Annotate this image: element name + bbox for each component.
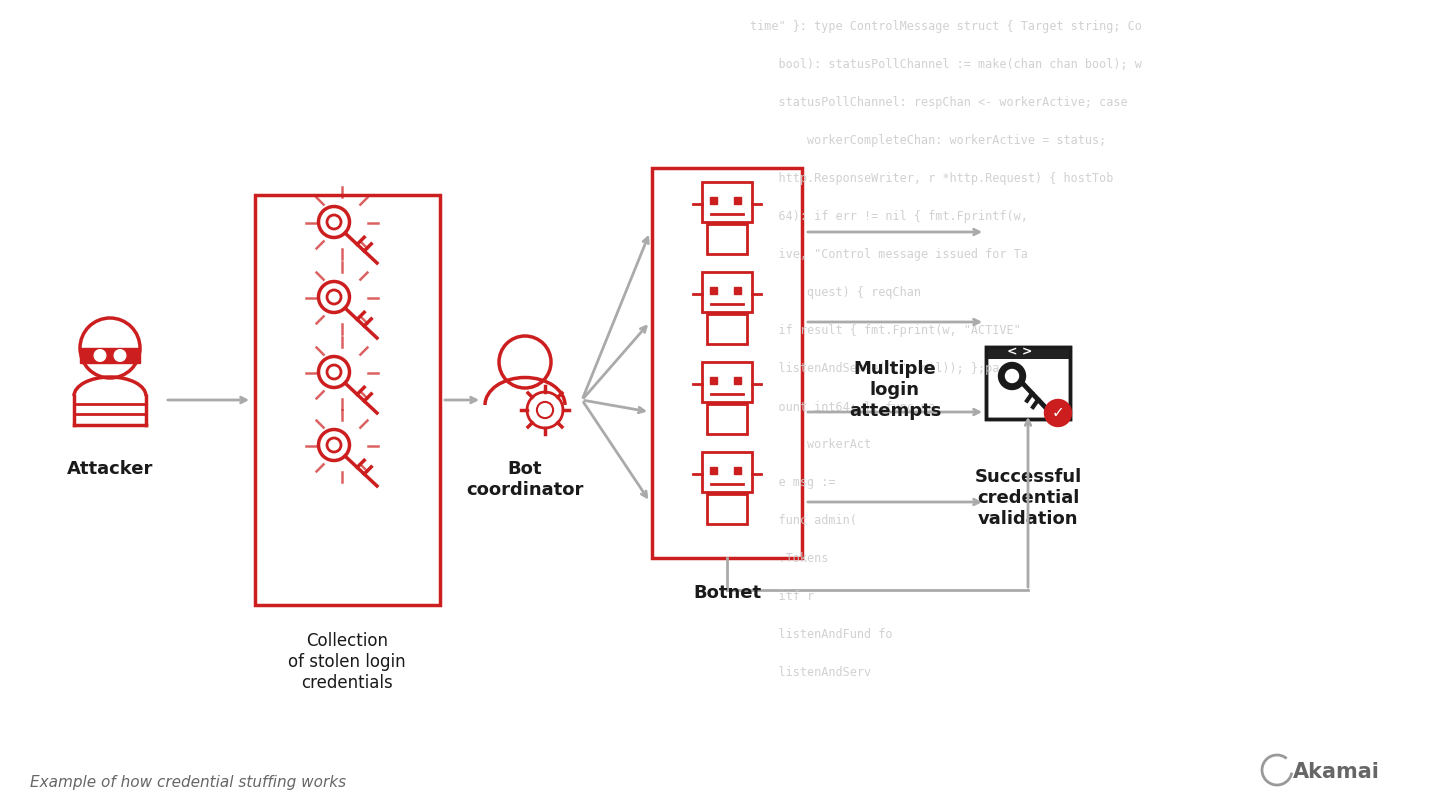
Text: itf r: itf r <box>750 590 814 603</box>
Text: statusPollChannel: respChan <- workerActive; case: statusPollChannel: respChan <- workerAct… <box>750 96 1128 109</box>
FancyBboxPatch shape <box>707 224 747 254</box>
Circle shape <box>1005 369 1018 382</box>
Text: e msg :=: e msg := <box>750 476 835 489</box>
FancyBboxPatch shape <box>710 197 717 204</box>
FancyBboxPatch shape <box>703 452 752 492</box>
Circle shape <box>1044 399 1071 427</box>
Text: if result { fmt.Fprint(w, "ACTIVE": if result { fmt.Fprint(w, "ACTIVE" <box>750 324 1021 337</box>
Circle shape <box>998 363 1025 390</box>
Text: Bot
coordinator: Bot coordinator <box>467 460 583 499</box>
Text: quest) { reqChan: quest) { reqChan <box>750 286 922 299</box>
FancyBboxPatch shape <box>734 467 742 474</box>
Text: ive, "Control message issued for Ta: ive, "Control message issued for Ta <box>750 248 1028 261</box>
FancyBboxPatch shape <box>703 272 752 312</box>
FancyBboxPatch shape <box>707 314 747 344</box>
Text: ✓: ✓ <box>1051 406 1064 420</box>
Text: http.ResponseWriter, r *http.Request) { hostTob: http.ResponseWriter, r *http.Request) { … <box>750 172 1113 185</box>
FancyBboxPatch shape <box>707 404 747 434</box>
FancyBboxPatch shape <box>986 347 1070 419</box>
Text: Akamai: Akamai <box>1293 762 1380 782</box>
FancyBboxPatch shape <box>734 197 742 204</box>
Text: bool): statusPollChannel := make(chan chan bool); w: bool): statusPollChannel := make(chan ch… <box>750 58 1142 71</box>
Circle shape <box>94 350 105 361</box>
Text: Collection
of stolen login
credentials: Collection of stolen login credentials <box>288 632 406 692</box>
Text: .Tokens: .Tokens <box>750 552 828 565</box>
FancyBboxPatch shape <box>710 467 717 474</box>
Text: Example of how credential stuffing works: Example of how credential stuffing works <box>30 774 346 790</box>
Text: Multiple
login
attempts: Multiple login attempts <box>848 360 942 420</box>
FancyBboxPatch shape <box>986 347 1070 359</box>
Text: Attacker: Attacker <box>66 460 153 478</box>
Text: Successful
credential
validation: Successful credential validation <box>975 468 1081 527</box>
FancyBboxPatch shape <box>734 377 742 384</box>
FancyBboxPatch shape <box>703 182 752 222</box>
Text: listenAndFund fo: listenAndFund fo <box>750 628 893 641</box>
FancyBboxPatch shape <box>734 287 742 294</box>
Bar <box>81 348 140 363</box>
Circle shape <box>114 350 125 361</box>
Text: listenAndServe(":", nil)); };pa: listenAndServe(":", nil)); };pa <box>750 362 999 375</box>
Text: < >: < > <box>1008 345 1032 358</box>
Text: ount int64: }: func ma: ount int64: }: func ma <box>750 400 935 413</box>
Text: func admin(: func admin( <box>750 514 857 527</box>
Text: Botnet: Botnet <box>693 584 762 602</box>
FancyBboxPatch shape <box>652 168 802 558</box>
FancyBboxPatch shape <box>710 287 717 294</box>
FancyBboxPatch shape <box>255 195 441 605</box>
FancyBboxPatch shape <box>707 494 747 524</box>
Text: workerCompleteChan: workerActive = status;: workerCompleteChan: workerActive = statu… <box>750 134 1106 147</box>
Text: workerAct: workerAct <box>750 438 871 451</box>
FancyBboxPatch shape <box>703 362 752 402</box>
Text: time" }: type ControlMessage struct { Target string; Co: time" }: type ControlMessage struct { Ta… <box>750 20 1142 33</box>
FancyBboxPatch shape <box>710 377 717 384</box>
Text: 64): if err != nil { fmt.Fprintf(w,: 64): if err != nil { fmt.Fprintf(w, <box>750 210 1028 223</box>
Text: listenAndServ: listenAndServ <box>750 666 871 679</box>
